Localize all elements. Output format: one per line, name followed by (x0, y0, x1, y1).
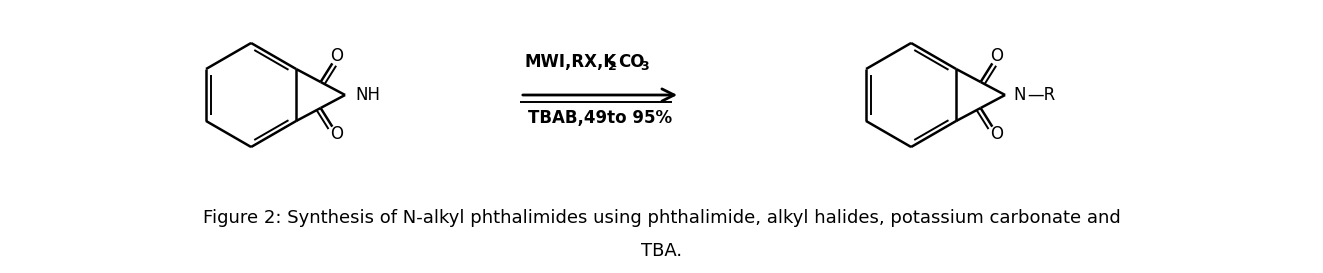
Text: 2: 2 (609, 61, 617, 73)
Text: O: O (991, 125, 1004, 143)
Text: N: N (1013, 86, 1025, 104)
Text: 3: 3 (640, 61, 648, 73)
Text: Figure 2: Synthesis of N-alkyl phthalimides using phthalimide, alkyl halides, po: Figure 2: Synthesis of N-alkyl phthalimi… (202, 209, 1121, 227)
Text: TBA.: TBA. (640, 242, 683, 260)
Text: O: O (331, 125, 344, 143)
Text: CO: CO (618, 53, 644, 71)
Text: O: O (991, 47, 1004, 65)
Text: MWI,RX,K: MWI,RX,K (525, 53, 618, 71)
Text: NH: NH (355, 86, 380, 104)
Text: —R: —R (1027, 86, 1056, 104)
Text: TBAB,49to 95%: TBAB,49to 95% (528, 109, 672, 127)
Text: O: O (331, 47, 344, 65)
